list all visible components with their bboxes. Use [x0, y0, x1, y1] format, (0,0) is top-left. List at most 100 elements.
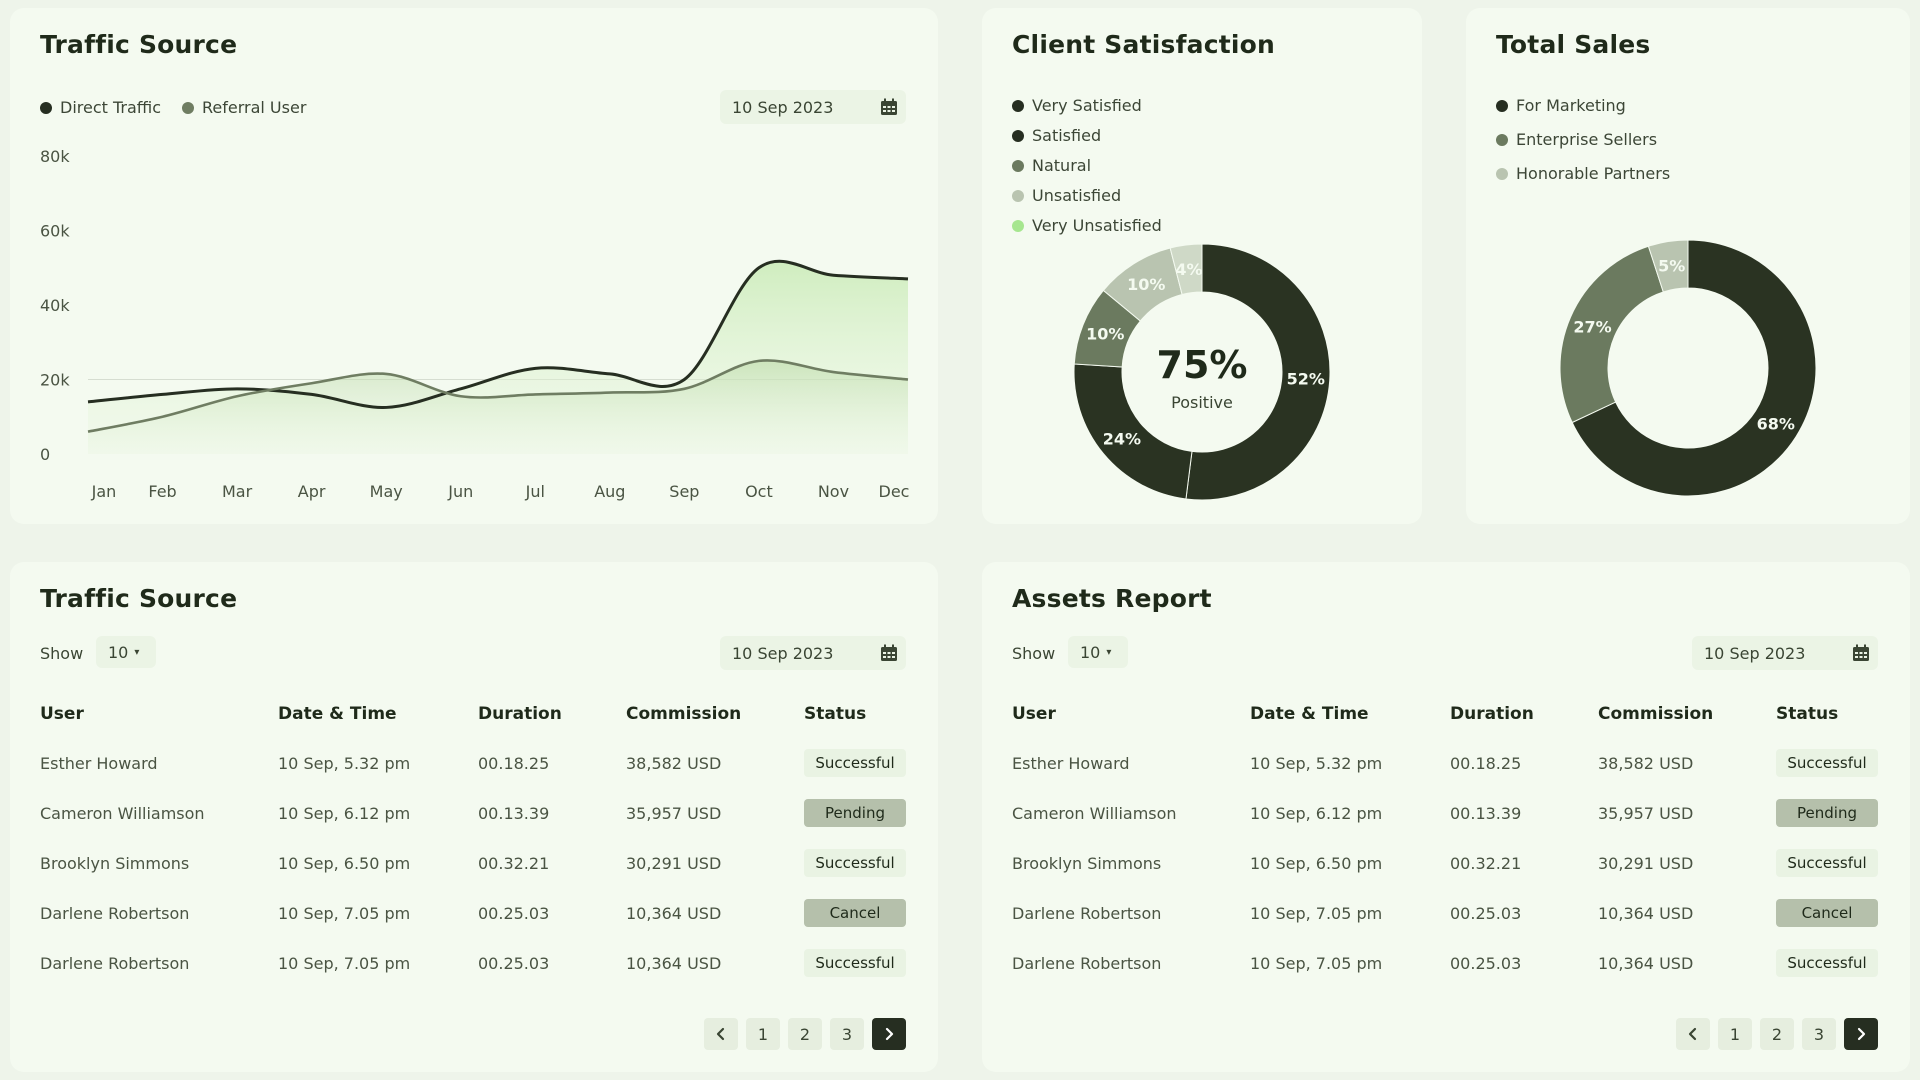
- legend-dot: [1496, 167, 1508, 180]
- date-picker[interactable]: 10 Sep 2023: [1692, 636, 1878, 670]
- card-title: Traffic Source: [40, 30, 238, 59]
- x-tick-label: Nov: [818, 482, 849, 501]
- table-cell: 10 Sep, 7.05 pm: [278, 904, 411, 923]
- table-cell: 00.25.03: [1450, 904, 1522, 923]
- prev-page-button[interactable]: [1676, 1018, 1710, 1050]
- card-title: Assets Report: [1012, 584, 1212, 613]
- table-cell: Darlene Robertson: [1012, 904, 1162, 923]
- table-cell: 10 Sep, 7.05 pm: [1250, 904, 1383, 923]
- legend-item: Enterprise Sellers: [1496, 130, 1657, 149]
- table-cell: 00.13.39: [478, 804, 550, 823]
- table-cell: 10,364 USD: [1598, 954, 1694, 973]
- status-badge: Successful: [804, 849, 906, 877]
- x-tick-label: Aug: [594, 482, 625, 501]
- page-button[interactable]: 3: [830, 1018, 864, 1050]
- table-cell: Esther Howard: [1012, 754, 1130, 773]
- chevron-right-icon: [1857, 1027, 1866, 1041]
- legend-dot: [1012, 219, 1024, 232]
- column-header[interactable]: Date & Time: [278, 704, 397, 724]
- table-cell: 00.13.39: [1450, 804, 1522, 823]
- table-cell: Brooklyn Simmons: [1012, 854, 1162, 873]
- column-header[interactable]: Commission: [1598, 704, 1714, 724]
- y-tick-label: 0: [40, 445, 50, 464]
- slice-label: 10%: [1086, 325, 1124, 344]
- page-button[interactable]: 2: [788, 1018, 822, 1050]
- column-header[interactable]: Commission: [626, 704, 742, 724]
- chevron-down-icon: ▾: [1106, 646, 1112, 658]
- table-cell: 30,291 USD: [626, 854, 722, 873]
- legend-label: Honorable Partners: [1516, 164, 1671, 183]
- next-page-button[interactable]: [872, 1018, 906, 1050]
- status-badge: Pending: [1776, 799, 1878, 827]
- page-button[interactable]: 3: [1802, 1018, 1836, 1050]
- page-button[interactable]: 1: [1718, 1018, 1752, 1050]
- calendar-icon[interactable]: [1852, 644, 1870, 662]
- x-tick-label: Oct: [745, 482, 773, 501]
- chevron-right-icon: [885, 1027, 894, 1041]
- status-badge: Successful: [1776, 849, 1878, 877]
- status-badge: Cancel: [804, 899, 906, 927]
- calendar-icon[interactable]: [880, 644, 898, 662]
- status-badge: Successful: [1776, 949, 1878, 977]
- page-button[interactable]: 1: [746, 1018, 780, 1050]
- table-cell: Cameron Williamson: [1012, 804, 1177, 823]
- table-cell: 00.32.21: [478, 854, 550, 873]
- rows-per-page-value: 10: [1080, 642, 1101, 662]
- legend-item: Natural: [1012, 156, 1091, 175]
- x-tick-label: Apr: [298, 482, 326, 501]
- column-header[interactable]: Status: [1776, 704, 1839, 724]
- date-picker[interactable]: 10 Sep 2023: [720, 636, 906, 670]
- table-cell: Brooklyn Simmons: [40, 854, 190, 873]
- legend-label: Very Satisfied: [1032, 96, 1142, 115]
- next-page-button[interactable]: [1844, 1018, 1878, 1050]
- date-picker[interactable]: 10 Sep 2023: [720, 90, 906, 124]
- table-cell: Darlene Robertson: [40, 904, 190, 923]
- slice-label: 5%: [1658, 256, 1685, 275]
- legend-dot: [1012, 99, 1024, 112]
- table-cell: 35,957 USD: [626, 804, 722, 823]
- x-tick-label: Mar: [222, 482, 253, 501]
- calendar-icon[interactable]: [880, 98, 898, 116]
- legend-item-direct-traffic: Direct Traffic: [40, 98, 161, 117]
- column-header[interactable]: Duration: [1450, 704, 1534, 724]
- x-tick-label: Jun: [447, 482, 473, 501]
- card-title: Total Sales: [1496, 30, 1651, 59]
- table-cell: 10 Sep, 7.05 pm: [278, 954, 411, 973]
- table-cell: 10 Sep, 7.05 pm: [1250, 954, 1383, 973]
- table-cell: Darlene Robertson: [1012, 954, 1162, 973]
- series-line-1: [87, 359, 909, 433]
- traffic-line-chart: 80k 60k 40k 20k 0 Jan Feb Mar Apr May Jun Jul Aug Se…: [40, 147, 910, 501]
- x-tick-label: Dec: [879, 482, 910, 501]
- table-cell: Cameron Williamson: [40, 804, 205, 823]
- legend-label: Very Unsatisfied: [1032, 216, 1162, 235]
- table-cell: 10,364 USD: [626, 904, 722, 923]
- legend-item: Honorable Partners: [1496, 164, 1670, 183]
- table-cell: 38,582 USD: [1598, 754, 1694, 773]
- table-cell: 00.25.03: [1450, 954, 1522, 973]
- prev-page-button[interactable]: [704, 1018, 738, 1050]
- legend-item: Very Unsatisfied: [1012, 216, 1162, 235]
- column-header[interactable]: Date & Time: [1250, 704, 1369, 724]
- legend-dot: [1496, 133, 1508, 146]
- status-badge: Successful: [804, 949, 906, 977]
- x-tick-label: Feb: [148, 482, 176, 501]
- show-label: Show: [40, 644, 84, 663]
- page-button[interactable]: 2: [1760, 1018, 1794, 1050]
- legend-dot: [1496, 99, 1508, 112]
- legend-label: Unsatisfied: [1032, 186, 1122, 205]
- rows-per-page-select[interactable]: 10 ▾: [96, 636, 156, 668]
- column-header[interactable]: Duration: [478, 704, 562, 724]
- legend-label: Enterprise Sellers: [1516, 130, 1658, 149]
- table-cell: 10 Sep, 5.32 pm: [1250, 754, 1383, 773]
- traffic-chart-card: Traffic Source Direct Traffic Referral U…: [10, 8, 938, 524]
- column-header[interactable]: User: [40, 704, 84, 724]
- column-header[interactable]: User: [1012, 704, 1056, 724]
- date-value: 10 Sep 2023: [732, 643, 834, 663]
- legend-dot: [182, 101, 194, 114]
- table-cell: 30,291 USD: [1598, 854, 1694, 873]
- column-header[interactable]: Status: [804, 704, 867, 724]
- rows-per-page-select[interactable]: 10 ▾: [1068, 636, 1128, 668]
- status-badge: Cancel: [1776, 899, 1878, 927]
- chevron-down-icon: ▾: [134, 646, 140, 658]
- total-sales-card: Total Sales For Marketing Enterprise Sell…: [1466, 8, 1910, 524]
